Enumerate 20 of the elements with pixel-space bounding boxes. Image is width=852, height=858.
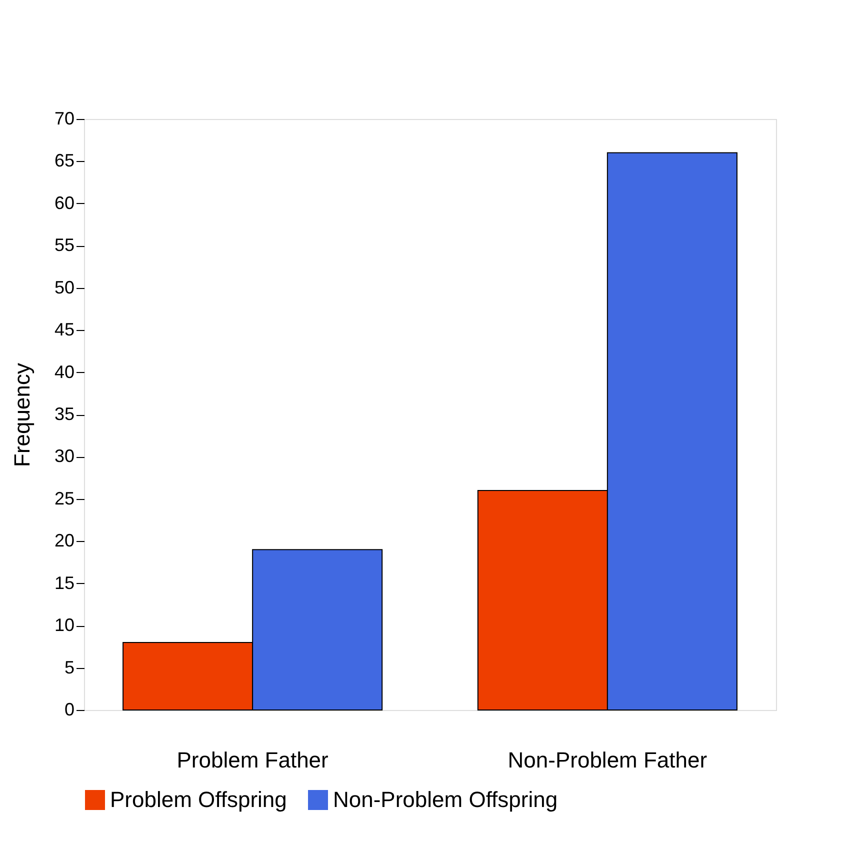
y-tick-label: 25 xyxy=(54,488,74,508)
y-tick-label: 50 xyxy=(54,277,74,298)
y-tick-label: 30 xyxy=(54,446,74,466)
y-axis-title: Frequency xyxy=(9,363,34,467)
y-tick-label: 70 xyxy=(54,108,74,128)
y-tick-label: 5 xyxy=(64,657,74,678)
legend-label: Non-Problem Offspring xyxy=(333,787,558,812)
y-tick-label: 40 xyxy=(54,362,74,382)
y-tick-label: 15 xyxy=(54,572,74,593)
x-tick-label: Non-Problem Father xyxy=(508,748,708,772)
y-tick-label: 20 xyxy=(54,530,74,551)
y-tick-label: 55 xyxy=(54,235,74,256)
y-tick-label: 45 xyxy=(54,320,74,340)
legend-label: Problem Offspring xyxy=(110,787,287,812)
y-tick-label: 65 xyxy=(54,150,74,171)
y-tick-label: 0 xyxy=(64,700,74,720)
y-tick-label: 60 xyxy=(54,192,74,213)
x-tick-label: Problem Father xyxy=(176,748,328,772)
y-tick-label: 35 xyxy=(54,404,74,424)
y-tick-label: 10 xyxy=(54,615,74,636)
